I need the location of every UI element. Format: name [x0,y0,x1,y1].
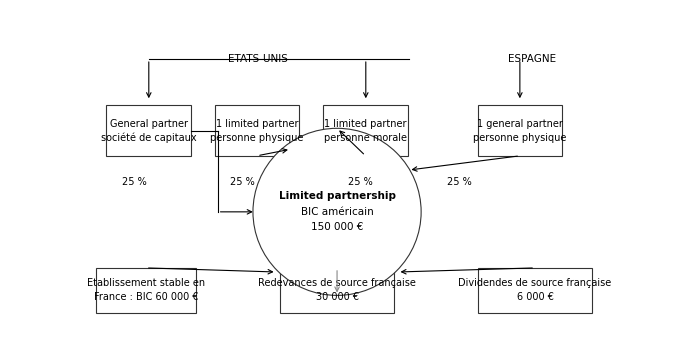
Text: Dividendes de source française: Dividendes de source française [458,278,612,288]
Text: société de capitaux: société de capitaux [101,132,196,143]
Text: 6 000 €: 6 000 € [517,292,554,302]
Text: ESPAGNE: ESPAGNE [508,54,556,64]
FancyBboxPatch shape [478,268,592,313]
Text: 150 000 €: 150 000 € [311,222,363,232]
Text: France : BIC 60 000 €: France : BIC 60 000 € [94,292,198,302]
Text: 1 limited partner: 1 limited partner [324,119,407,128]
Text: ETATS-UNIS: ETATS-UNIS [228,54,288,64]
Text: 1 general partner: 1 general partner [477,119,563,128]
FancyBboxPatch shape [280,268,394,313]
FancyBboxPatch shape [96,268,196,313]
Text: personne physique: personne physique [473,132,567,143]
Text: 1 limited partner: 1 limited partner [216,119,298,128]
Text: General partner: General partner [109,119,188,128]
Text: 25 %: 25 % [348,177,372,187]
FancyBboxPatch shape [106,105,190,156]
FancyBboxPatch shape [323,105,407,156]
Text: 30 000 €: 30 000 € [316,292,358,302]
Text: 25 %: 25 % [230,177,255,187]
Text: Redevances de source française: Redevances de source française [258,278,416,288]
Text: BIC américain: BIC américain [301,207,373,217]
Text: 25 %: 25 % [447,177,472,187]
Ellipse shape [253,128,421,296]
Text: 25 %: 25 % [122,177,146,187]
Text: Limited partnership: Limited partnership [279,191,396,201]
FancyBboxPatch shape [215,105,299,156]
Text: personne morale: personne morale [324,132,407,143]
Text: Etablissement stable en: Etablissement stable en [87,278,205,288]
Text: personne physique: personne physique [210,132,304,143]
FancyBboxPatch shape [478,105,562,156]
